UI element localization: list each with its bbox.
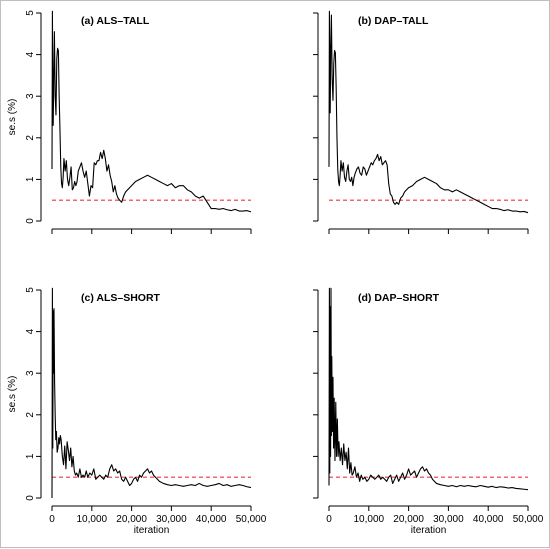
x-tick-label: 20,000 (393, 514, 424, 525)
x-tick-label: 10,000 (77, 514, 108, 525)
series-line-1 (51, 10, 252, 213)
y-tick-label: 5 (25, 287, 36, 293)
x-tick-label: 50,000 (236, 514, 267, 525)
x-tick-label: 0 (326, 514, 332, 525)
x-tick-label: 40,000 (196, 514, 227, 525)
panel-title: (c) ALS–SHORT (81, 292, 161, 304)
series-line-1 (328, 10, 529, 214)
y-tick-label: 2 (25, 412, 36, 418)
x-tick-label: 30,000 (156, 514, 187, 525)
y-tick-label: 2 (25, 135, 36, 141)
panel-title: (a) ALS–TALL (81, 15, 150, 27)
panel-title: (b) DAP–TALL (358, 15, 429, 27)
y-tick-label: 0 (25, 218, 36, 224)
y-tick-label: 3 (25, 93, 36, 99)
x-tick-label: 50,000 (513, 514, 544, 525)
x-axis-label: iteration (411, 525, 447, 536)
panel-title: (d) DAP–SHORT (358, 292, 440, 304)
series-line-1 (51, 287, 252, 499)
chart-panel-1: 0 1 2 3 4 5 se.s (%) (a) ALS–TALL (7, 10, 252, 234)
x-tick-label: 20,000 (116, 514, 147, 525)
x-tick-label: 30,000 (433, 514, 464, 525)
y-axis-label: se.s (%) (7, 99, 18, 136)
chart-panel-3: 0 1 2 3 4 5 0 10,000 20,000 30,000 40,000 50,000 se.… (7, 287, 267, 536)
y-tick-label: 1 (25, 453, 36, 459)
y-tick-label: 5 (25, 10, 36, 16)
chart-panel-4: 0 10,000 20,000 30,000 40,000 50,000 iteration… (313, 287, 544, 536)
series-line-1 (328, 287, 529, 491)
x-tick-label: 0 (49, 514, 55, 525)
y-tick-label: 4 (25, 51, 36, 57)
y-tick-label: 1 (25, 176, 36, 182)
x-tick-label: 10,000 (354, 514, 385, 525)
chart-panel-2: (b) DAP–TALL (313, 10, 529, 234)
y-tick-label: 3 (25, 370, 36, 376)
y-tick-label: 4 (25, 328, 36, 334)
x-tick-label: 40,000 (473, 514, 504, 525)
y-tick-label: 0 (25, 495, 36, 501)
y-axis-label: se.s (%) (7, 376, 18, 413)
x-axis-label: iteration (134, 525, 170, 536)
